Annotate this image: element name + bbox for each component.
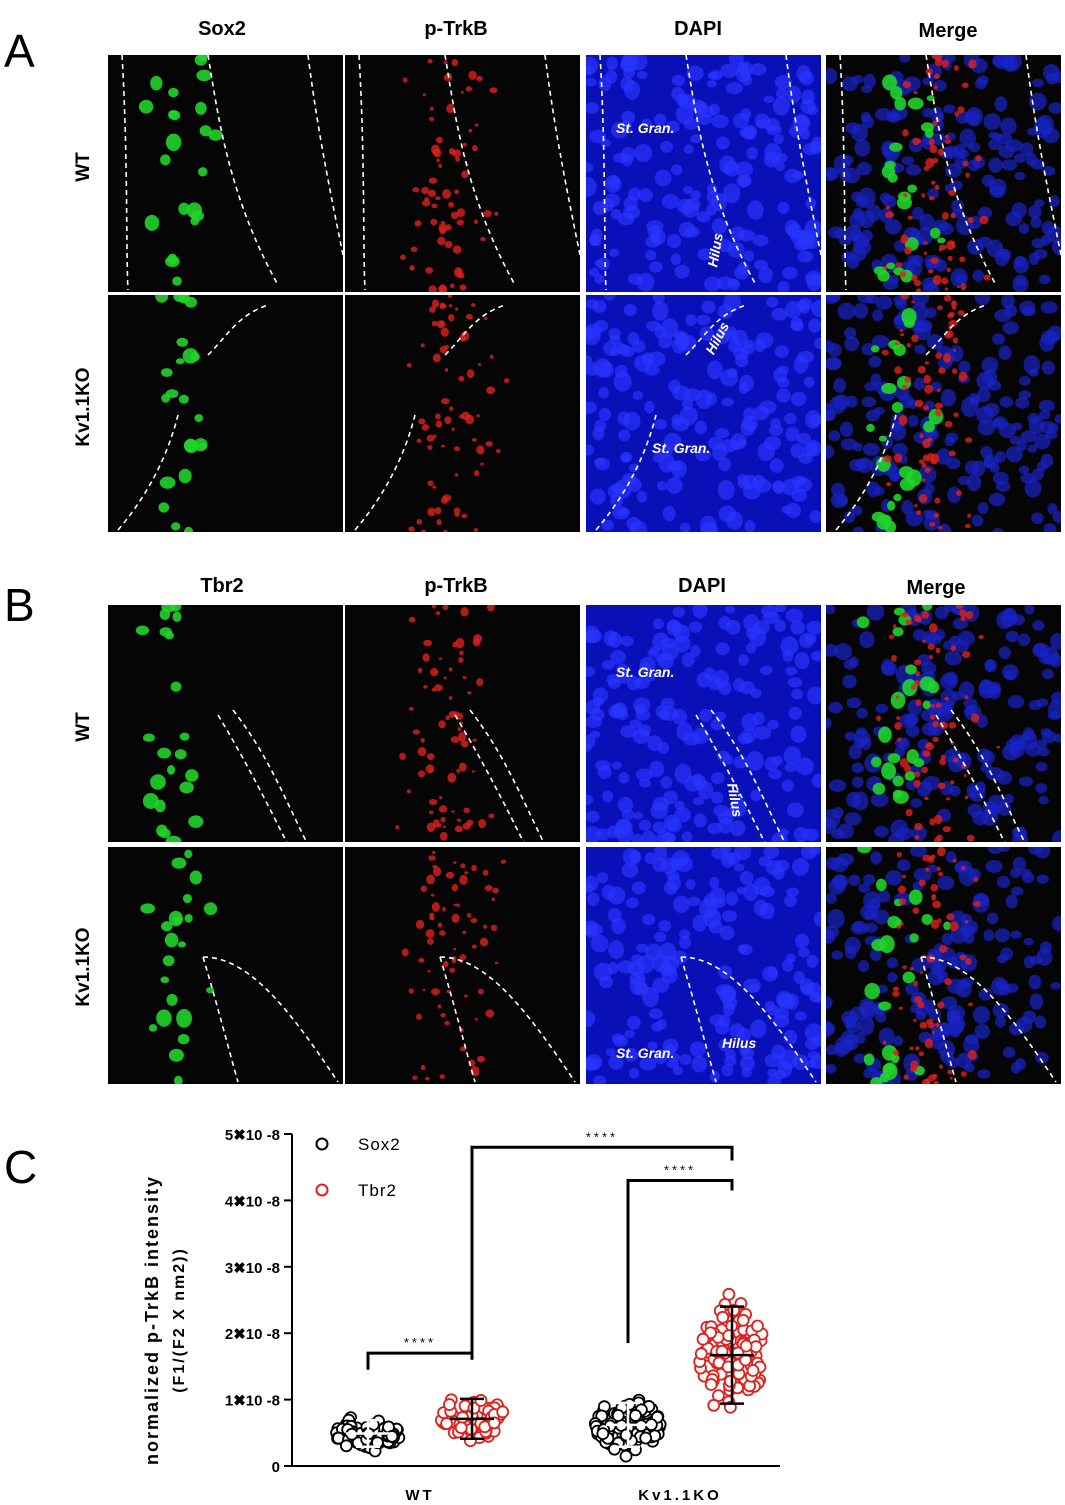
panel-b-image-0-1 (345, 605, 580, 842)
point-2-98 (619, 1449, 633, 1463)
y-tick-label-0: 0 (272, 1459, 280, 1476)
y-tick-label-1: 1✖10 -8 (225, 1393, 280, 1410)
panel-b-image-1-2 (586, 847, 821, 1084)
panel-b-image-0-3 (826, 605, 1061, 842)
point-1-42 (456, 1411, 469, 1424)
panel-b-image-0-0 (108, 605, 343, 842)
point-3-109 (716, 1310, 730, 1324)
y-tick-label-5: 5✖10 -8 (225, 1127, 280, 1144)
point-2-116 (596, 1427, 610, 1441)
significance-label-2: **** (664, 1162, 696, 1177)
x-tick-label-1: Kv1.1KO (638, 1487, 722, 1500)
panel-a-image-1-0 (108, 295, 343, 532)
y-tick-label-2: 2✖10 -8 (225, 1326, 280, 1343)
point-3-86 (736, 1313, 750, 1327)
panel-a-image-0-0 (108, 55, 343, 292)
panel-a-title-dapi: DAPI (674, 18, 722, 40)
point-2-110 (608, 1442, 621, 1456)
legend-marker-tbr2 (315, 1183, 329, 1197)
point-0-109 (339, 1439, 353, 1453)
panel-a-image-0-3 (826, 55, 1061, 292)
x-tick-label-0: WT (405, 1487, 434, 1500)
panel-b-title-tbr2: Tbr2 (200, 575, 244, 597)
significance-label-0: **** (404, 1335, 436, 1350)
panel-b-title-dapi: DAPI (678, 575, 726, 597)
panel-a-title-merge: Merge (918, 20, 978, 42)
panel-b-image-1-0 (108, 847, 343, 1084)
legend-marker-sox2 (315, 1137, 329, 1151)
point-1-37 (443, 1398, 456, 1411)
point-3-97 (739, 1339, 753, 1353)
point-3-99 (694, 1347, 708, 1361)
y-tick-label-3: 3✖10 -8 (225, 1260, 280, 1277)
legend-label-sox2: Sox2 (358, 1135, 401, 1154)
panel-b-image-1-3 (826, 847, 1061, 1084)
point-3-95 (704, 1378, 718, 1391)
panel-b-row-wt: WT (73, 712, 94, 742)
panel-b-st-gran-label-2: St. Gran. (616, 1045, 675, 1061)
point-3-55 (707, 1398, 721, 1412)
significance-bracket-0 (366, 1351, 474, 1370)
point-1-53 (463, 1434, 477, 1448)
panel-b-letter: B (4, 579, 35, 631)
point-3-100 (723, 1374, 737, 1388)
panel-b-st-gran-label: St. Gran. (616, 664, 675, 680)
panel-a-st-gran-label: St. Gran. (616, 120, 675, 136)
panel-a-image-1-3 (826, 295, 1061, 532)
point-1-33 (440, 1417, 454, 1430)
point-1-56 (454, 1421, 468, 1435)
y-tick-label-4: 4✖10 -8 (225, 1193, 280, 1210)
scatter-chart: normalized p-TrkB intensity (F1/(F2 X nm2… (100, 1110, 800, 1504)
panel-a-st-gran-label-2: St. Gran. (652, 440, 711, 456)
panel-a-row-kv11ko: Kv1.1KO (73, 367, 94, 447)
significance-label-1: **** (586, 1129, 618, 1144)
y-axis-label-units: (F1/(F2 X nm2)) (171, 1247, 188, 1393)
legend-label-tbr2: Tbr2 (358, 1181, 397, 1200)
point-3-70 (751, 1319, 764, 1333)
point-3-108 (731, 1346, 745, 1360)
panel-a-image-1-2 (586, 295, 821, 532)
panel-a-title-ptrkb: p-TrkB (424, 18, 488, 40)
panel-b-image-0-2 (586, 605, 821, 842)
point-3-106 (696, 1332, 710, 1346)
panel-a-image-0-1 (345, 55, 580, 292)
panel-a-title-sox2: Sox2 (198, 18, 246, 40)
panel-a-image-0-2 (586, 55, 821, 292)
significance-bracket-1 (470, 1145, 734, 1354)
panel-b-title-merge: Merge (906, 577, 966, 599)
panel-b-image-1-1 (345, 847, 580, 1084)
panel-b-hilus-label-2: Hilus (722, 1035, 757, 1051)
panel-b-row-kv11ko: Kv1.1KO (73, 927, 94, 1007)
panel-a-letter: A (4, 25, 35, 77)
point-3-102 (746, 1364, 760, 1377)
point-1-58 (474, 1394, 488, 1407)
panel-a-image-1-1 (345, 295, 580, 532)
panel-c-letter: C (4, 1141, 38, 1193)
panel-b-title-ptrkb: p-TrkB (424, 575, 488, 597)
point-2-103 (619, 1428, 633, 1442)
point-2-119 (639, 1431, 653, 1445)
panel-a-row-wt: WT (73, 152, 94, 182)
point-1-57 (496, 1405, 510, 1419)
point-1-59 (487, 1416, 501, 1430)
significance-bracket-2 (626, 1178, 734, 1344)
point-2-118 (611, 1409, 625, 1422)
point-2-113 (629, 1409, 642, 1422)
y-axis-label: normalized p-TrkB intensity (142, 1175, 162, 1465)
